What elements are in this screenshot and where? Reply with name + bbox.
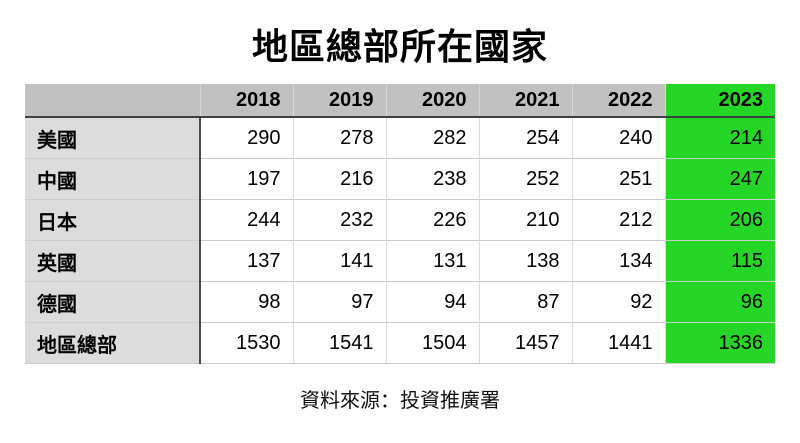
value-cell: 131 [385, 240, 479, 282]
value-cell: 97 [292, 281, 386, 323]
value-cell: 197 [200, 158, 293, 200]
year-header-cell: 2022 [571, 84, 665, 118]
row-label-cell: 日本 [25, 199, 201, 241]
table-row: 日本 244 232 226 210 212 206 [25, 199, 775, 241]
table-row: 中國 197 216 238 252 251 247 [25, 158, 775, 200]
year-header-cell: 2023 [664, 84, 775, 118]
table-body: 美國 290 278 282 254 240 214 中國 197 216 238 252 251 247… [25, 117, 775, 364]
value-cell: 94 [385, 281, 479, 323]
value-cell: 98 [200, 281, 293, 323]
value-cell: 244 [200, 199, 293, 241]
value-cell: 247 [664, 158, 775, 200]
header-row: 2018 2019 2020 2021 2022 2023 [25, 84, 775, 118]
year-header-cell: 2018 [199, 84, 293, 118]
source-note: 資料來源：投資推廣署 [300, 390, 500, 412]
value-cell: 1504 [385, 322, 479, 364]
regional-hq-table: 2018 2019 2020 2021 2022 2023 美國 290 278 282 254 2… [25, 84, 775, 364]
value-cell: 1530 [200, 322, 293, 364]
value-cell: 96 [664, 281, 775, 323]
table-row: 地區總部 1530 1541 1504 1457 1441 1336 [25, 322, 775, 364]
year-header-cell: 2019 [292, 84, 386, 118]
value-cell: 1441 [571, 322, 665, 364]
year-header-cell: 2021 [478, 84, 572, 118]
value-cell: 226 [385, 199, 479, 241]
table-row: 美國 290 278 282 254 240 214 [25, 117, 775, 159]
value-cell: 232 [292, 199, 386, 241]
page-title: 地區總部所在國家 [251, 26, 548, 67]
value-cell: 92 [571, 281, 665, 323]
value-cell: 137 [200, 240, 293, 282]
table-row: 德國 98 97 94 87 92 96 [25, 281, 775, 323]
corner-cell [25, 84, 200, 118]
value-cell: 138 [478, 240, 572, 282]
value-cell: 115 [664, 240, 775, 282]
row-label-cell: 中國 [25, 158, 201, 200]
value-cell: 254 [478, 117, 572, 159]
value-cell: 216 [292, 158, 386, 200]
value-cell: 238 [385, 158, 479, 200]
value-cell: 252 [478, 158, 572, 200]
value-cell: 214 [664, 117, 775, 159]
value-cell: 134 [571, 240, 665, 282]
row-label-cell: 英國 [25, 240, 201, 282]
value-cell: 206 [664, 199, 775, 241]
year-header-cell: 2020 [385, 84, 479, 118]
value-cell: 212 [571, 199, 665, 241]
value-cell: 141 [292, 240, 386, 282]
table-row: 英國 137 141 131 138 134 115 [25, 240, 775, 282]
value-cell: 1457 [478, 322, 572, 364]
row-label-cell: 地區總部 [25, 322, 201, 364]
value-cell: 290 [200, 117, 293, 159]
value-cell: 1336 [664, 322, 775, 364]
value-cell: 278 [292, 117, 386, 159]
value-cell: 240 [571, 117, 665, 159]
value-cell: 87 [478, 281, 572, 323]
value-cell: 210 [478, 199, 572, 241]
row-label-cell: 美國 [25, 117, 201, 159]
value-cell: 282 [385, 117, 479, 159]
row-label-cell: 德國 [25, 281, 201, 323]
value-cell: 1541 [292, 322, 386, 364]
value-cell: 251 [571, 158, 665, 200]
